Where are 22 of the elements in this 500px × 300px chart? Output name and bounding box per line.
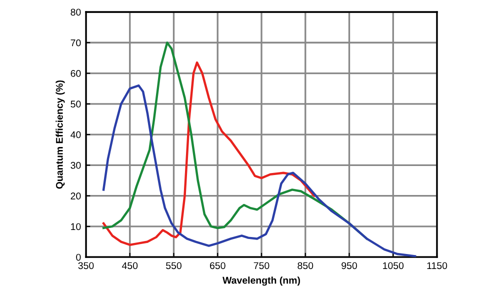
- x-tick-label: 450: [122, 262, 138, 270]
- y-tick-label: 80: [70, 8, 81, 16]
- x-tick-label: 1050: [383, 262, 404, 270]
- y-tick-label: 70: [70, 39, 81, 46]
- y-tick-label: 20: [70, 192, 81, 200]
- y-tick-label: 30: [70, 162, 81, 169]
- line-series: [102, 84, 416, 258]
- x-tick-label: 750: [254, 262, 270, 270]
- x-tick-label: 850: [298, 262, 314, 270]
- x-axis-title: Wavelength (nm): [222, 276, 300, 286]
- x-tick-label: 350: [78, 262, 94, 270]
- y-tick-label: 50: [70, 100, 81, 108]
- y-tick-label: 10: [71, 223, 81, 230]
- y-tick-label: 60: [70, 70, 81, 77]
- x-tick-label: 550: [166, 262, 182, 270]
- x-tick-label: 1150: [427, 262, 448, 270]
- x-tick-label: 950: [342, 262, 357, 270]
- line-series: [102, 61, 316, 246]
- y-tick-label: 40: [70, 131, 81, 138]
- y-axis-title: Quantum Efficiency (%): [56, 80, 65, 189]
- y-tick-label: 0: [76, 254, 81, 261]
- x-tick-label: 650: [210, 262, 226, 270]
